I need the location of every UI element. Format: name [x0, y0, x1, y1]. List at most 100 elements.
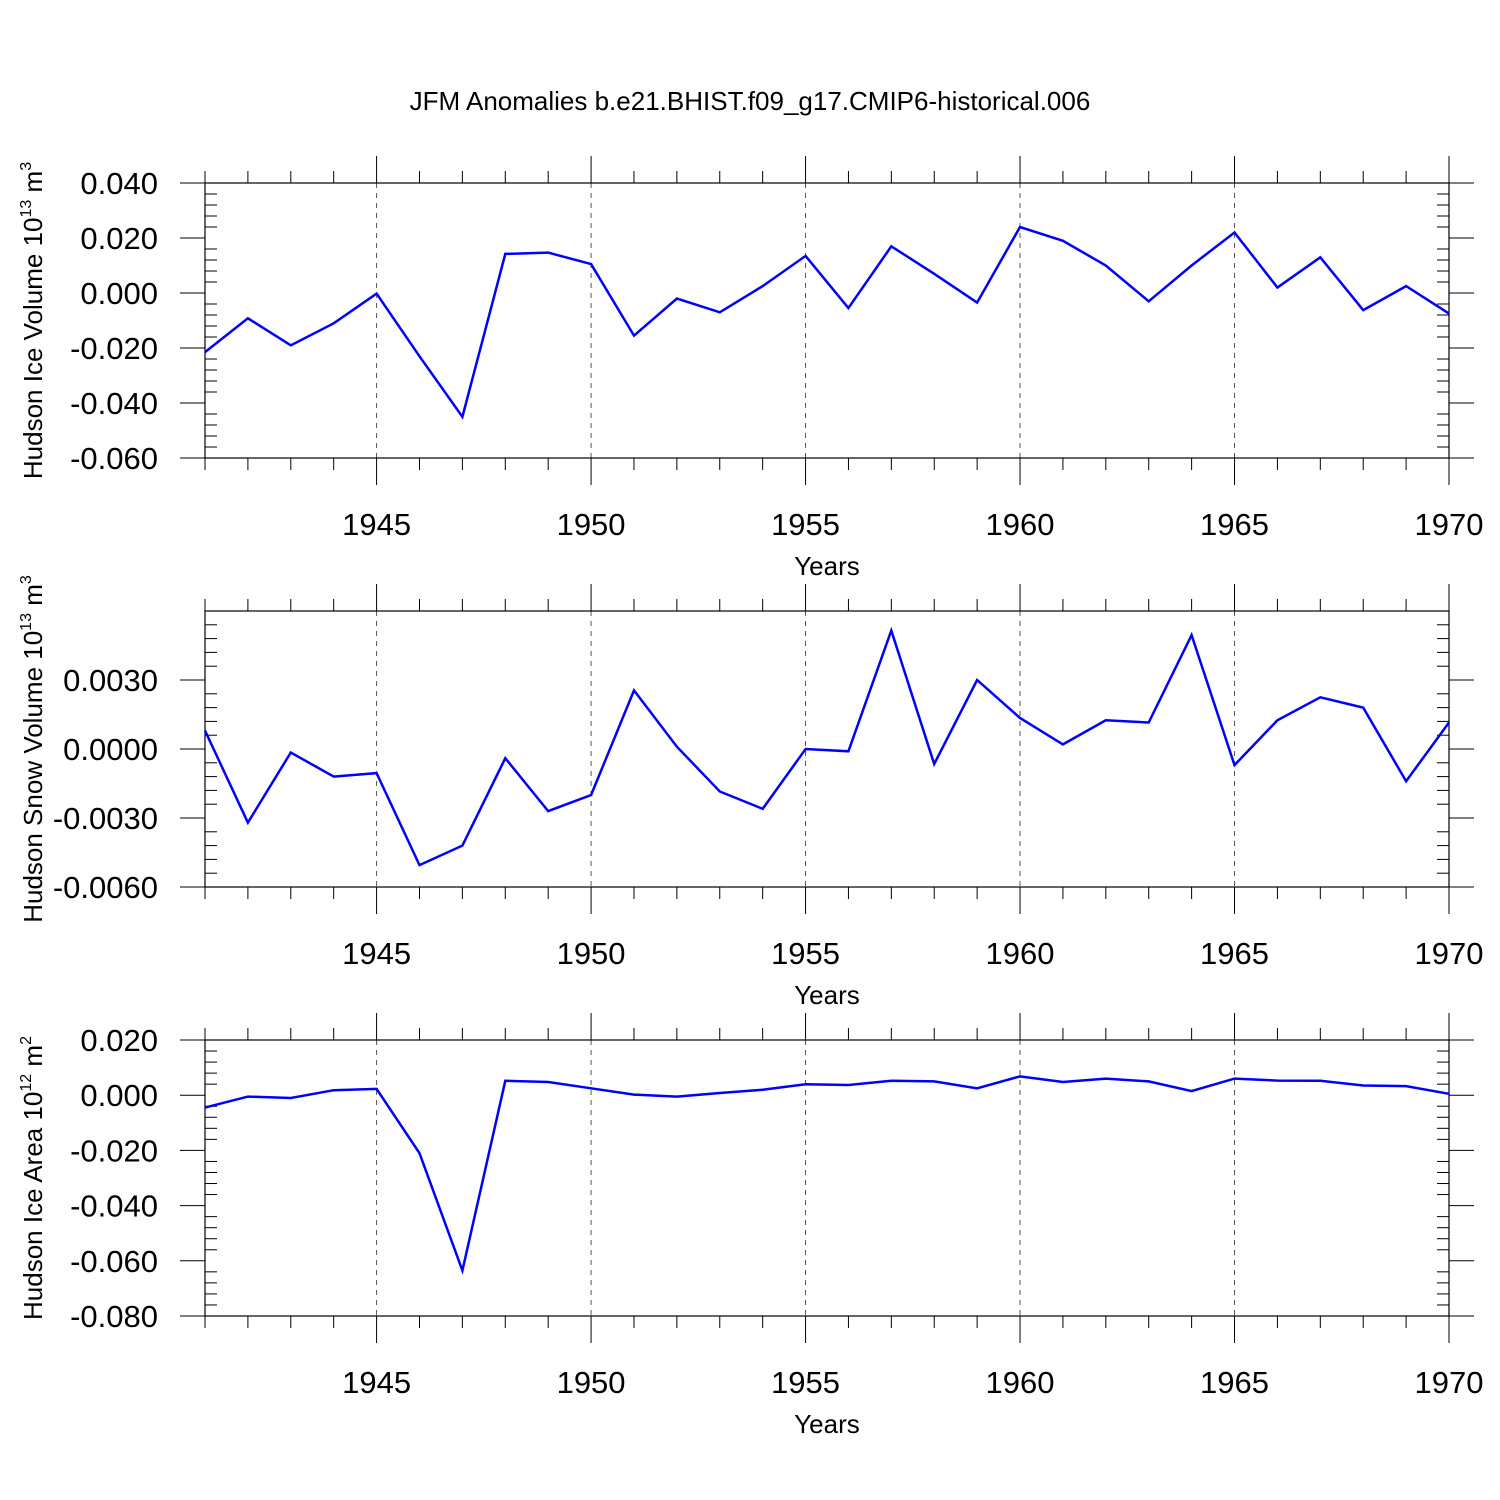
x-tick-label: 1960: [986, 1365, 1055, 1400]
data-point: [1104, 718, 1108, 722]
data-point: [1018, 225, 1022, 229]
x-tick-label: 1945: [342, 1365, 411, 1400]
y-axis-label: Hudson Ice Area 1012 m2: [18, 1036, 48, 1320]
data-point: [546, 809, 550, 813]
data-point: [503, 756, 507, 760]
data-point: [1361, 308, 1365, 312]
x-tick-label: 1970: [1415, 1365, 1484, 1400]
data-point: [1104, 264, 1108, 268]
data-point: [589, 262, 593, 266]
plot-frame: [204, 182, 1450, 459]
data-point: [804, 1082, 808, 1086]
x-tick-label: 1950: [557, 507, 626, 542]
data-point: [932, 272, 936, 276]
y-tick-label: -0.040: [70, 386, 158, 421]
data-point: [1361, 1084, 1365, 1088]
panels: -0.060 -0.040 -0.020 0.000 0.020 0.040 1945 195…: [18, 156, 1483, 1439]
x-axis-label: Years: [794, 1409, 860, 1439]
y-tick-label: 0.0030: [63, 663, 158, 698]
data-point: [546, 251, 550, 255]
x-tick-label: 1965: [1200, 507, 1269, 542]
data-point: [632, 688, 636, 692]
data-point: [417, 863, 421, 867]
data-point: [632, 1093, 636, 1097]
data-point: [975, 678, 979, 682]
data-point: [804, 254, 808, 258]
y-tick-label: 0.020: [80, 221, 158, 256]
y-tick-label: -0.040: [70, 1189, 158, 1224]
data-point: [1275, 286, 1279, 290]
data-point: [889, 629, 893, 633]
y-tick-label: -0.020: [70, 331, 158, 366]
data-point: [417, 354, 421, 358]
x-tick-label: 1950: [557, 1365, 626, 1400]
data-point: [203, 350, 207, 354]
y-tick-label: -0.060: [70, 1244, 158, 1279]
y-tick-label: -0.080: [70, 1299, 158, 1334]
data-point: [761, 1088, 765, 1092]
x-tick-label: 1955: [771, 507, 840, 542]
data-point: [1018, 1074, 1022, 1078]
data-point: [1447, 1092, 1451, 1096]
data-point: [332, 775, 336, 779]
x-axis-label: Years: [794, 551, 860, 581]
data-point: [1318, 255, 1322, 259]
data-point: [332, 321, 336, 325]
data-point: [718, 1091, 722, 1095]
data-point: [246, 821, 250, 825]
y-tick-label: -0.0060: [53, 870, 158, 905]
data-point: [846, 306, 850, 310]
x-tick-label: 1950: [557, 936, 626, 971]
data-point: [589, 1086, 593, 1090]
data-point: [1190, 633, 1194, 637]
y-tick-label: 0.040: [80, 166, 158, 201]
data-point: [932, 1079, 936, 1083]
x-tick-label: 1970: [1415, 507, 1484, 542]
data-point: [203, 729, 207, 733]
data-point: [1018, 716, 1022, 720]
x-tick-label: 1955: [771, 1365, 840, 1400]
data-point: [246, 316, 250, 320]
y-tick-label: -0.060: [70, 441, 158, 476]
plot-frame: [204, 1039, 1450, 1317]
data-point: [1233, 763, 1237, 767]
data-point: [889, 244, 893, 248]
data-point: [1147, 1079, 1151, 1083]
y-axis-label: Hudson Ice Volume 1013 m3: [18, 162, 48, 479]
data-point: [632, 334, 636, 338]
x-tick-label: 1945: [342, 936, 411, 971]
x-axis-label: Years: [794, 980, 860, 1010]
data-point: [1190, 264, 1194, 268]
data-point: [1061, 742, 1065, 746]
data-point: [1447, 721, 1451, 725]
data-point: [503, 252, 507, 256]
x-tick-label: 1970: [1415, 936, 1484, 971]
chart-panel-2: -0.0060 -0.0030 0.0000 0.0030 1945 1950 1955 19…: [18, 575, 1483, 1010]
data-point: [1404, 1084, 1408, 1088]
data-point: [846, 1083, 850, 1087]
data-point: [1404, 284, 1408, 288]
data-point: [975, 301, 979, 305]
data-point: [889, 1079, 893, 1083]
plot-frame: [204, 610, 1450, 888]
series-line: [203, 626, 1451, 867]
x-tick-label: 1960: [986, 936, 1055, 971]
data-point: [289, 343, 293, 347]
data-point: [718, 790, 722, 794]
chart-panel-3: -0.080 -0.060 -0.040 -0.020 0.000 0.020 1945 19…: [18, 1013, 1483, 1439]
data-point: [417, 1151, 421, 1155]
data-point: [1104, 1077, 1108, 1081]
data-point: [675, 297, 679, 301]
series-line: [204, 225, 1450, 420]
data-point: [1061, 239, 1065, 243]
data-point: [246, 1095, 250, 1099]
data-point: [1404, 779, 1408, 783]
x-tick-label: 1965: [1200, 936, 1269, 971]
x-tick-label: 1965: [1200, 1365, 1269, 1400]
data-point: [589, 793, 593, 797]
y-tick-label: -0.0030: [53, 801, 158, 836]
data-point: [289, 750, 293, 754]
data-point: [675, 1095, 679, 1099]
data-point: [460, 1268, 464, 1272]
y-tick-label: 0.000: [80, 1078, 158, 1113]
